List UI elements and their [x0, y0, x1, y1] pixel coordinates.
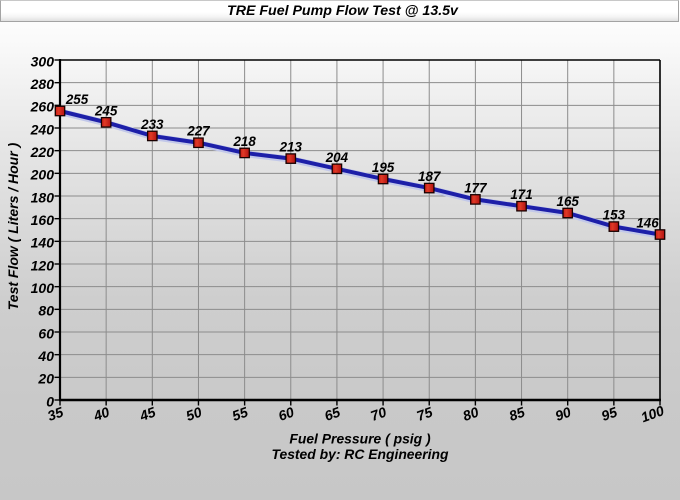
- svg-text:160: 160: [31, 212, 55, 228]
- svg-text:204: 204: [325, 150, 349, 165]
- svg-text:213: 213: [279, 140, 303, 155]
- svg-text:195: 195: [372, 160, 395, 175]
- svg-text:227: 227: [186, 124, 210, 139]
- svg-text:60: 60: [38, 325, 54, 341]
- svg-text:177: 177: [464, 180, 487, 195]
- svg-text:55: 55: [230, 404, 250, 424]
- svg-text:180: 180: [31, 189, 55, 205]
- svg-text:90: 90: [553, 404, 573, 424]
- svg-text:Tested by: RC Engineering: Tested by: RC Engineering: [272, 446, 450, 462]
- svg-text:50: 50: [184, 404, 204, 424]
- svg-text:233: 233: [140, 117, 164, 132]
- svg-text:218: 218: [232, 134, 256, 149]
- svg-text:120: 120: [31, 257, 55, 273]
- svg-text:165: 165: [557, 194, 580, 209]
- svg-text:45: 45: [137, 404, 158, 425]
- svg-text:100: 100: [31, 280, 55, 296]
- svg-text:0: 0: [46, 393, 54, 409]
- svg-text:80: 80: [461, 404, 481, 424]
- svg-text:60: 60: [276, 404, 296, 424]
- svg-text:95: 95: [599, 404, 619, 424]
- svg-text:40: 40: [90, 404, 111, 425]
- svg-text:146: 146: [636, 216, 659, 231]
- svg-text:240: 240: [30, 121, 55, 137]
- svg-text:100: 100: [639, 402, 667, 425]
- svg-text:80: 80: [38, 303, 54, 319]
- svg-text:140: 140: [31, 235, 55, 251]
- svg-text:Fuel Pressure ( psig ): Fuel Pressure ( psig ): [289, 431, 431, 447]
- svg-text:280: 280: [30, 76, 55, 92]
- svg-text:300: 300: [31, 53, 55, 69]
- svg-text:70: 70: [368, 404, 388, 424]
- svg-text:187: 187: [418, 169, 441, 184]
- svg-text:40: 40: [37, 348, 54, 364]
- svg-text:65: 65: [322, 404, 342, 424]
- svg-text:171: 171: [510, 187, 532, 202]
- svg-text:220: 220: [30, 144, 55, 160]
- svg-text:200: 200: [30, 167, 55, 183]
- svg-text:245: 245: [94, 103, 118, 118]
- svg-text:85: 85: [507, 404, 527, 424]
- svg-text:260: 260: [30, 99, 55, 115]
- svg-text:153: 153: [603, 208, 626, 223]
- svg-text:35: 35: [45, 404, 65, 424]
- svg-text:255: 255: [65, 92, 89, 107]
- svg-text:75: 75: [414, 404, 434, 424]
- svg-text:20: 20: [37, 371, 54, 387]
- svg-text:Test Flow ( Liters / Hour ): Test Flow ( Liters / Hour ): [5, 142, 21, 310]
